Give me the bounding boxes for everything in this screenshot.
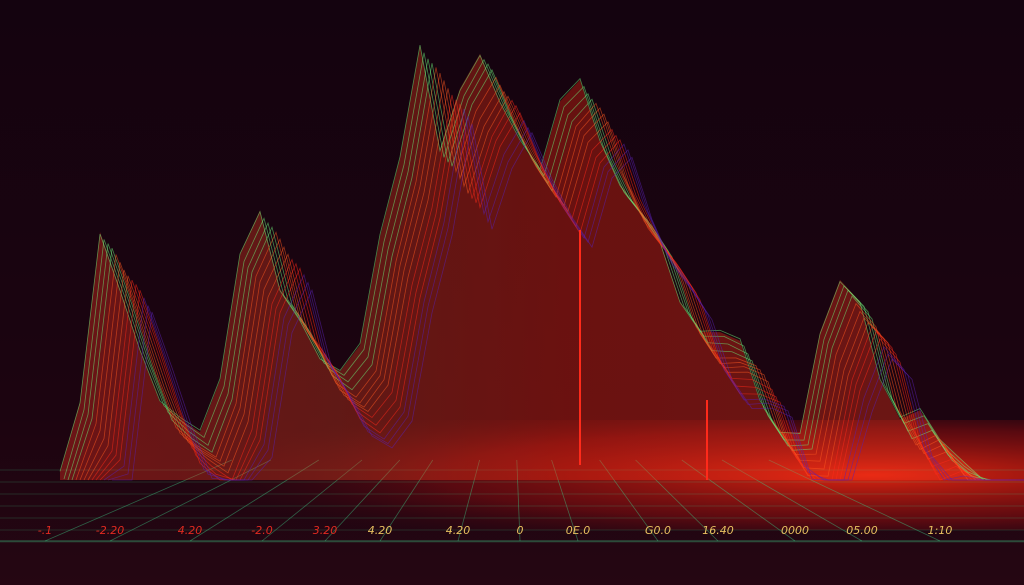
x-tick-label: -2.20 <box>96 524 124 537</box>
series-line <box>107 115 1024 481</box>
x-tick-label: -2.0 <box>251 524 272 537</box>
series-line <box>59 44 981 478</box>
x-tick-label: 4.20 <box>446 524 471 537</box>
x-tick-label: 4.20 <box>368 524 393 537</box>
x-axis-ticks: -.1 -2.20 4.20 -2.0 3.20 4.20 4.20 0 0E.0 G0.0 16.… <box>38 524 953 537</box>
series-line <box>83 80 1004 481</box>
x-tick-label: 16.40 <box>702 524 734 537</box>
x-tick-label: 0 <box>517 524 524 537</box>
x-tick-label: 3.20 <box>313 524 338 537</box>
series-line <box>75 67 996 481</box>
bars <box>58 45 982 480</box>
x-tick-label: 1:10 <box>928 524 953 537</box>
x-tick-label: 4.20 <box>178 524 203 537</box>
x-tick-label: 0E.0 <box>566 524 590 537</box>
x-tick-label: G0.0 <box>645 524 671 537</box>
series-line <box>63 52 985 481</box>
series-line <box>103 108 1024 481</box>
x-tick-label: -.1 <box>38 524 52 537</box>
x-tick-label: 05.00 <box>846 524 878 537</box>
x-tick-label: 0000 <box>781 524 809 537</box>
series-line <box>112 123 1024 481</box>
grid <box>0 459 1024 543</box>
